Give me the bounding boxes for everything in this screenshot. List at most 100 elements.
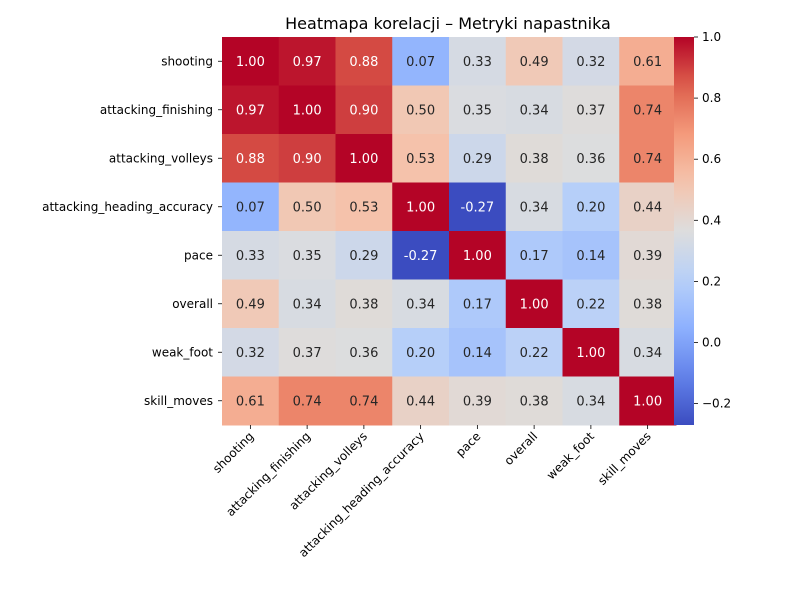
heatmap-cell-value: 0.44 — [633, 200, 662, 215]
colorbar-tick-label: 0.2 — [702, 274, 721, 288]
heatmap-cell — [392, 182, 450, 232]
heatmap-cell-value: 0.20 — [576, 200, 605, 215]
heatmap-cell — [505, 37, 563, 86]
heatmap-cell — [619, 134, 677, 183]
row-tick-label: attacking_finishing — [100, 103, 213, 117]
heatmap-cell-value: 0.36 — [576, 152, 605, 167]
heatmap-cell-value: 0.49 — [520, 55, 549, 70]
heatmap-cell-value: 0.29 — [349, 249, 378, 264]
heatmap-cell-value: 1.00 — [349, 152, 378, 167]
heatmap-cell-value: 0.97 — [236, 103, 265, 118]
heatmap-cell — [449, 231, 507, 280]
heatmap-cell-value: 0.33 — [236, 249, 265, 264]
chart-title: Heatmapa korelacji – Metryki napastnika — [285, 14, 611, 33]
heatmap-cell-value: 1.00 — [633, 394, 662, 409]
heatmap-cell — [505, 134, 563, 183]
heatmap-cell-value: 0.34 — [633, 346, 662, 361]
heatmap-cell — [619, 376, 677, 426]
heatmap-cell-value: 0.32 — [576, 55, 605, 70]
heatmap-cell — [392, 85, 450, 135]
heatmap-cell-value: 0.50 — [406, 103, 435, 118]
heatmap-cell-value: 0.07 — [406, 55, 435, 70]
heatmap-cell-value: 0.33 — [463, 55, 492, 70]
colorbar-tick-label: 0.8 — [702, 91, 721, 105]
heatmap-cell — [278, 134, 336, 183]
heatmap-cell-value: 0.14 — [576, 249, 605, 264]
heatmap-cell-value: 0.74 — [349, 394, 378, 409]
heatmap-cell — [392, 231, 450, 280]
heatmap-cell-value: 1.00 — [576, 346, 605, 361]
heatmap-cell — [505, 279, 563, 329]
heatmap-cell-value: 0.17 — [463, 297, 492, 312]
heatmap-cell — [335, 279, 393, 329]
heatmap-cell-value: 0.17 — [520, 249, 549, 264]
column-tick-label: attacking_heading_accuracy — [296, 429, 427, 560]
heatmap-cell-value: 0.35 — [293, 249, 322, 264]
row-tick-label: overall — [172, 297, 213, 311]
heatmap-cell — [619, 231, 677, 280]
colorbar-gradient — [674, 37, 694, 425]
heatmap-cell — [449, 279, 507, 329]
heatmap-cell-value: 0.07 — [236, 200, 265, 215]
heatmap-cell — [392, 376, 450, 426]
colorbar-tick-label: 0.4 — [702, 213, 721, 227]
heatmap-cell — [278, 85, 336, 135]
row-tick-label: weak_foot — [152, 345, 213, 359]
heatmap-cell-value: 0.50 — [293, 200, 322, 215]
heatmap-cell — [619, 279, 677, 329]
heatmap-cell — [505, 182, 563, 232]
heatmap-cell — [278, 376, 336, 426]
heatmap-cell-value: 0.90 — [349, 103, 378, 118]
heatmap-cell — [222, 85, 280, 135]
heatmap-cell — [562, 85, 620, 135]
column-tick-labels: shootingattacking_finishingattacking_vol… — [210, 425, 654, 560]
heatmap-cell — [449, 85, 507, 135]
heatmap-cell — [562, 376, 620, 426]
heatmap-cell — [449, 328, 507, 377]
colorbar-tick-label: 0.6 — [702, 152, 721, 166]
heatmap-cell-value: 0.74 — [293, 394, 322, 409]
heatmap-cell — [449, 182, 507, 232]
heatmap-cell-value: 0.20 — [406, 346, 435, 361]
heatmap-cell-value: 0.22 — [576, 297, 605, 312]
heatmap-cell — [562, 231, 620, 280]
colorbar: −0.2 0.0 0.2 0.4 0.6 0.8 1.0 — [674, 30, 731, 425]
heatmap-cell-value: 0.38 — [520, 152, 549, 167]
heatmap-cell-value: 0.44 — [406, 394, 435, 409]
heatmap-cell — [392, 134, 450, 183]
heatmap-cell-value: 0.38 — [349, 297, 378, 312]
heatmap-cell — [278, 182, 336, 232]
heatmap-cell-value: 0.74 — [633, 152, 662, 167]
heatmap-cell — [335, 376, 393, 426]
column-tick-label: shooting — [210, 429, 257, 476]
heatmap-cell — [562, 279, 620, 329]
column-tick-label: pace — [453, 429, 483, 459]
heatmap-cell-value: 0.34 — [520, 200, 549, 215]
heatmap-cell — [222, 231, 280, 280]
heatmap-cell-value: 0.61 — [236, 394, 265, 409]
heatmap-cell-value: 0.38 — [520, 394, 549, 409]
heatmap-cell-value: 0.61 — [633, 55, 662, 70]
heatmap-cell-value: 0.34 — [293, 297, 322, 312]
heatmap-cell — [335, 328, 393, 377]
heatmap-cell — [335, 37, 393, 86]
heatmap-cell — [505, 231, 563, 280]
column-tick-label: overall — [502, 429, 541, 468]
heatmap-cell — [278, 328, 336, 377]
heatmap-cell — [278, 279, 336, 329]
row-tick-label: shooting — [161, 54, 213, 68]
heatmap-cell — [562, 134, 620, 183]
heatmap-cell-value: 1.00 — [236, 55, 265, 70]
heatmap-cell — [449, 37, 507, 86]
heatmap-cell-value: 0.14 — [463, 346, 492, 361]
column-tick-label: weak_foot — [544, 429, 597, 482]
heatmap-cell — [222, 279, 280, 329]
heatmap-cell — [505, 376, 563, 426]
heatmap-cell-value: 0.32 — [236, 346, 265, 361]
heatmap-cell-value: 0.88 — [236, 152, 265, 167]
heatmap-cell — [335, 182, 393, 232]
row-tick-label: skill_moves — [144, 394, 213, 408]
heatmap-cell — [335, 231, 393, 280]
heatmap-cell — [222, 376, 280, 426]
